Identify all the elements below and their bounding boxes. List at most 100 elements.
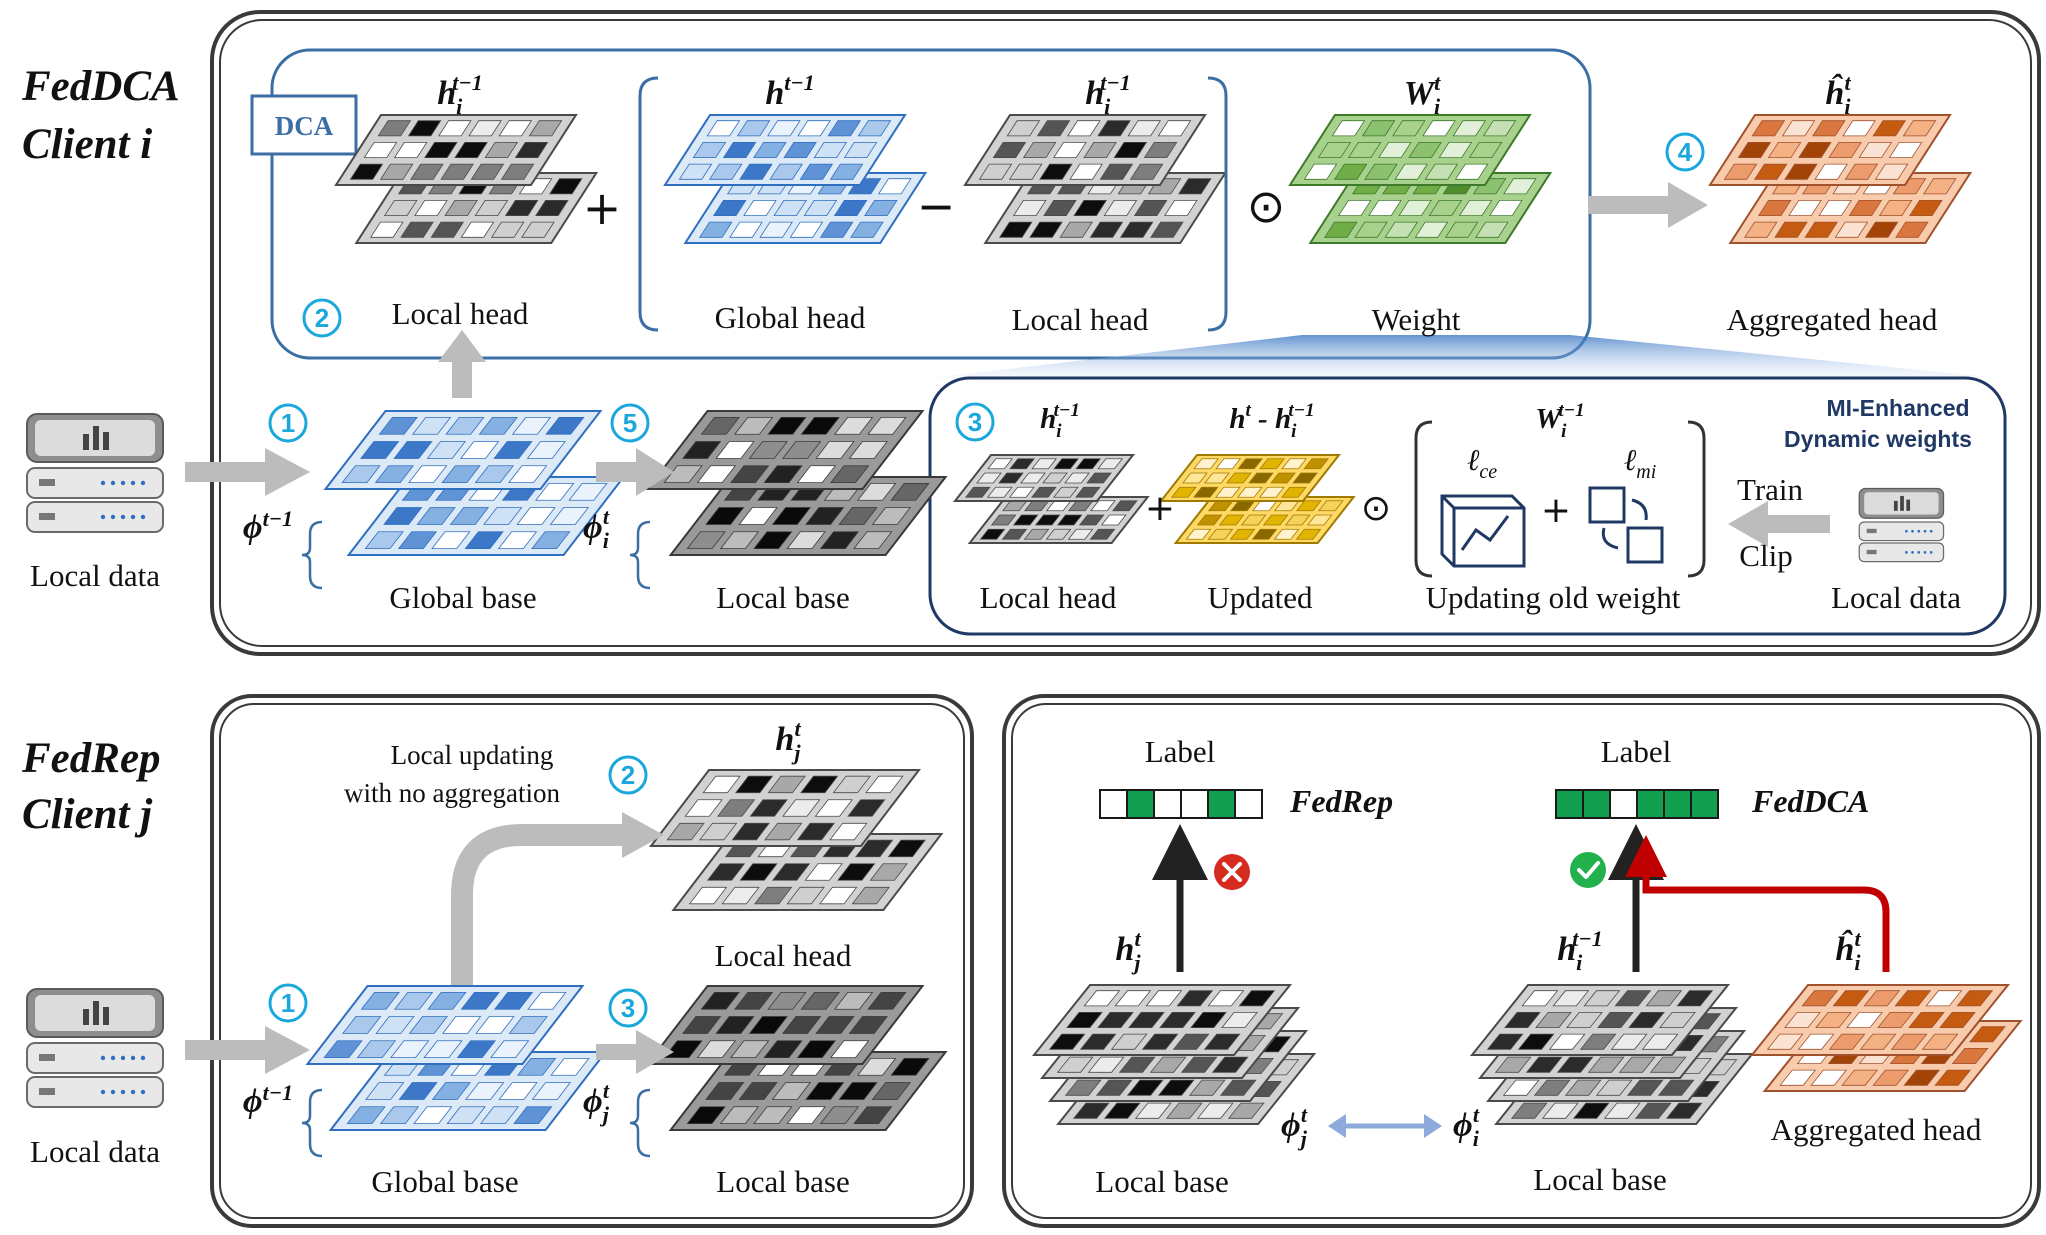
- svg-text:2: 2: [315, 303, 329, 333]
- dca-tag: [250, 94, 358, 156]
- cross-icon: [1214, 854, 1250, 890]
- symbol-updated: ht - hit−1: [1229, 400, 1314, 442]
- note-line-2: with no aggregation: [344, 778, 560, 808]
- brace: [301, 520, 323, 590]
- operator-plus: +: [583, 181, 622, 235]
- step-circle-3: 3: [955, 402, 995, 442]
- bracket-right: [1207, 76, 1228, 332]
- label-cell: [1153, 789, 1182, 819]
- step-circle-1: 1: [268, 983, 308, 1023]
- grid-plate: [648, 769, 922, 847]
- operator-plus: +: [1541, 490, 1571, 531]
- mi-label-2: Dynamic weights: [1784, 426, 1972, 452]
- svg-text:3: 3: [621, 993, 635, 1023]
- grid-plate: [952, 454, 1136, 502]
- operator-odot: ⊙: [1361, 488, 1391, 529]
- double-arrow: [1328, 1114, 1442, 1138]
- flow-arrow-curved-head: [622, 812, 664, 858]
- symbol-global-base: ϕt−1: [243, 506, 293, 546]
- label-fedrep-local-head: Local head: [715, 938, 852, 973]
- label-cell: [1234, 789, 1263, 819]
- svg-text:5: 5: [623, 408, 637, 438]
- label-cell: [1663, 789, 1692, 819]
- mi-label-1: MI-Enhanced: [1826, 395, 1969, 421]
- label-cell: [1207, 789, 1236, 819]
- server-icon: [26, 988, 164, 1108]
- dca-tag-text: DCA: [275, 111, 334, 141]
- symbol-cmp-right-base: ϕit: [1453, 1102, 1480, 1151]
- svg-text:3: 3: [968, 407, 982, 437]
- symbol-loss-mi: ℓmi: [1624, 444, 1657, 483]
- grid-plate: [1308, 172, 1553, 244]
- layer-grids: [305, 114, 2023, 1131]
- grid-plate: [354, 172, 599, 244]
- grid-plate: [645, 410, 925, 490]
- check-icon: [1570, 852, 1606, 888]
- label-clip: Clip: [1739, 538, 1792, 573]
- symbol-cmp-right-head: hit−1: [1557, 926, 1603, 975]
- label-cell: [1555, 789, 1584, 819]
- grid-plate: [645, 985, 925, 1065]
- grid-plate: [334, 114, 578, 186]
- server-icon: [1858, 487, 1945, 563]
- server-icon: [26, 413, 164, 533]
- label-cell: [1582, 789, 1611, 819]
- grid-plate: [967, 496, 1150, 544]
- label-cell: [1690, 789, 1719, 819]
- label-fedrep-local-base: Local base: [716, 1164, 849, 1199]
- label-inner-local-data: Local data: [1831, 580, 1961, 615]
- step-circle-4: 4: [1665, 132, 1705, 172]
- svg-text:1: 1: [281, 408, 295, 438]
- aggregated-head-arrow: [1625, 835, 1890, 972]
- label-cell: [1126, 789, 1155, 819]
- brace: [301, 1088, 323, 1158]
- symbol-cmp-agg-head: ĥit: [1835, 926, 1861, 975]
- grid-plate: [1749, 984, 2011, 1056]
- fedrep-client: Client j: [22, 791, 153, 838]
- symbol-fedrep-head: hjt: [775, 716, 801, 765]
- mi-frame: [928, 376, 2007, 636]
- label-cell: [1636, 789, 1665, 819]
- grid-plate: [1158, 454, 1342, 502]
- label-fedrep-local-data: Local data: [30, 1134, 160, 1169]
- fedrep-panel: [210, 694, 974, 1228]
- grid-plate: [668, 476, 948, 556]
- bracket-right: [1687, 420, 1706, 578]
- symbol-cmp-left-head: hjt: [1115, 926, 1141, 975]
- grid-plate: [1031, 984, 1293, 1056]
- label-inner-local-head: Local head: [980, 580, 1117, 615]
- step-circle-5: 5: [610, 403, 650, 443]
- label-global-head: Global head: [715, 300, 866, 335]
- symbol-local-base: ϕit: [583, 504, 610, 553]
- symbol-fedrep-global-base: ϕt−1: [243, 1080, 293, 1120]
- label-global-base: Global base: [389, 580, 536, 615]
- label-cmp-local-base: Local base: [1095, 1164, 1228, 1199]
- grid-plate: [328, 1051, 608, 1131]
- symbol-old-weight: Wit−1: [1535, 400, 1584, 442]
- fedrep-title: FedRep: [21, 735, 161, 782]
- symbol-loss-ce: ℓce: [1467, 444, 1497, 483]
- label-cell: [1609, 789, 1638, 819]
- grid-plate: [963, 114, 1207, 186]
- symbol-fedrep-local-base: ϕjt: [583, 1078, 610, 1127]
- label-local-head: Local head: [1012, 302, 1149, 337]
- symbol-local-head-prev2: hit−1: [1085, 70, 1131, 119]
- weight-zoom-fan: [930, 335, 2000, 378]
- svg-text:4: 4: [1678, 137, 1693, 167]
- label-updated: Updated: [1207, 580, 1313, 615]
- label-local-base: Local base: [716, 580, 849, 615]
- brace: [629, 520, 651, 590]
- symbol-weight: Wit: [1404, 70, 1441, 119]
- label-title: Label: [1601, 734, 1672, 769]
- grid-plate: [1288, 114, 1532, 186]
- grid-plate: [671, 833, 944, 911]
- grid-plate: [323, 410, 603, 490]
- symbol-cmp-left-base: ϕjt: [1281, 1102, 1308, 1151]
- label-local-head: Local head: [392, 296, 529, 331]
- chart-box-icon: [1440, 494, 1526, 568]
- symbol-local-head-prev: hit−1: [437, 70, 483, 119]
- label-train: Train: [1737, 472, 1804, 507]
- grid-plate: [1708, 114, 1952, 186]
- symbol-global-head: ht−1: [765, 70, 814, 112]
- grid-plate: [1469, 984, 1731, 1056]
